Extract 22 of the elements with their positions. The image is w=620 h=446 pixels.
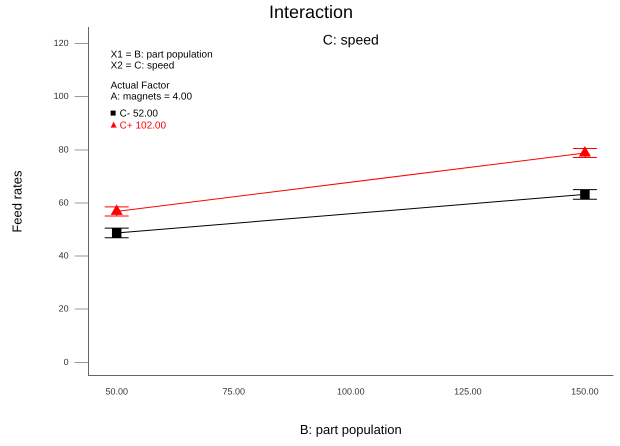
x-tick-label: 100.00	[337, 386, 365, 396]
y-tick-label: 20	[58, 304, 69, 314]
annotation: X1 = B: part population	[110, 49, 213, 60]
annotation: Actual Factor	[110, 80, 170, 92]
legend-label: C- 52.00	[120, 108, 158, 120]
y-tick-label: 40	[58, 250, 69, 261]
x-tick-label: 125.00	[454, 386, 482, 396]
y-tick-label: 0	[64, 356, 69, 367]
y-tick-label: 80	[58, 144, 69, 154]
annotation: X2 = C: speed	[110, 60, 174, 72]
legend-label: C+ 102.00	[120, 120, 166, 132]
annotation: A: magnets = 4.00	[110, 91, 192, 102]
y-tick-label: 100	[54, 91, 69, 102]
y-tick-label: 60	[58, 197, 69, 208]
x-axis-title: B: part population	[300, 422, 402, 437]
y-axis-title: Feed rates	[9, 170, 24, 233]
x-tick-label: 50.00	[105, 386, 128, 396]
chart-title: Interaction	[268, 2, 354, 22]
x-tick-label: 75.00	[222, 386, 246, 396]
y-tick-label: 120	[54, 38, 69, 48]
x-tick-label: 150.00	[571, 386, 599, 396]
chart-subtitle: C: speed	[322, 31, 379, 48]
